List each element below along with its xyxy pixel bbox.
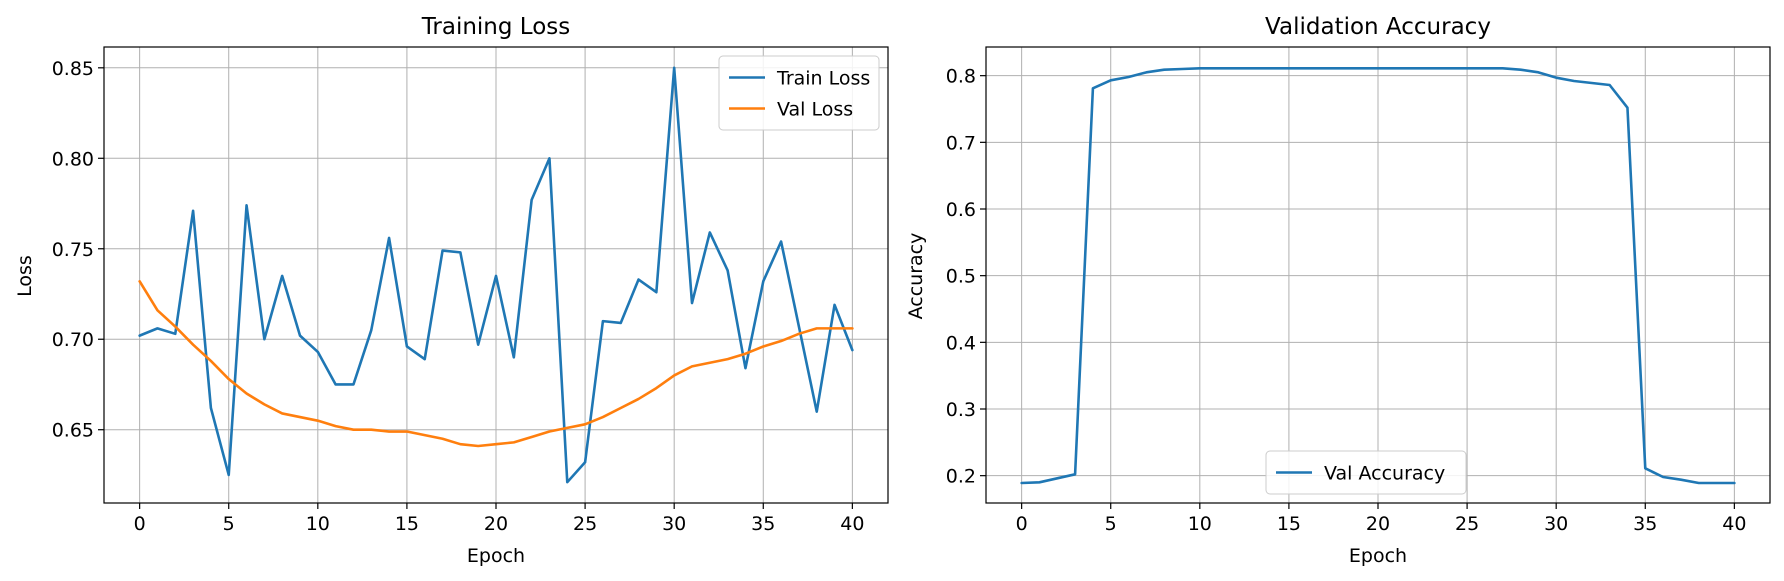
y-tick-label: 0.75 [52,239,94,261]
x-tick-label: 15 [395,513,419,535]
x-tick-label: 25 [573,513,597,535]
x-tick-label: 30 [1544,513,1568,535]
x-tick-label: 20 [484,513,508,535]
x-tick-label: 25 [1455,513,1479,535]
x-axis-label: Epoch [467,545,525,567]
legend-box [718,55,880,131]
y-tick-label: 0.7 [946,132,976,154]
validation-accuracy-chart: Validation Accuracy Epoch Accuracy 0 5 10 1… [905,14,1771,567]
x-tick-label: 0 [1016,513,1028,535]
x-tick-label: 10 [1188,513,1212,535]
chart-title: Training Loss [421,14,571,40]
x-tick-label: 35 [1633,513,1657,535]
y-axis-label: Loss [14,255,36,297]
chart-title: Validation Accuracy [1265,14,1491,40]
y-tick-label: 0.2 [946,466,976,488]
y-tick-label: 0.85 [52,58,94,80]
y-tick-label: 0.3 [946,399,976,421]
y-tick-label: 0.6 [946,199,976,221]
series-line-val-loss [138,280,854,448]
legend-entry: Train Loss [776,68,870,90]
y-axis-label: Accuracy [905,233,927,320]
legend-box [1265,450,1467,495]
x-tick-label: 0 [134,513,146,535]
legend-entry: Val Loss [777,99,853,121]
training-loss-chart: Training Loss Epoch Loss 0 5 10 15 20 25 30 35 4… [14,14,889,567]
x-tick-label: 35 [751,513,775,535]
series-line-train-loss [138,66,854,484]
y-tick-label: 0.8 [946,66,976,88]
series-line-val-accuracy [1020,67,1736,485]
x-tick-label: 20 [1366,513,1390,535]
x-tick-label: 40 [840,513,864,535]
legend: Train Loss Val Loss [718,55,880,131]
x-tick-label: 5 [223,513,235,535]
y-tick-label: 0.80 [52,148,94,170]
y-tick-label: 0.70 [52,329,94,351]
x-tick-label: 10 [306,513,330,535]
x-tick-label: 15 [1277,513,1301,535]
y-tick-label: 0.65 [52,420,94,442]
x-axis-label: Epoch [1349,545,1407,567]
x-tick-label: 5 [1105,513,1117,535]
y-tick-label: 0.4 [946,332,976,354]
legend: Val Accuracy [1265,450,1467,495]
y-tick-label: 0.5 [946,266,976,288]
x-tick-label: 40 [1722,513,1746,535]
x-tick-label: 30 [662,513,686,535]
legend-entry: Val Accuracy [1324,463,1445,485]
